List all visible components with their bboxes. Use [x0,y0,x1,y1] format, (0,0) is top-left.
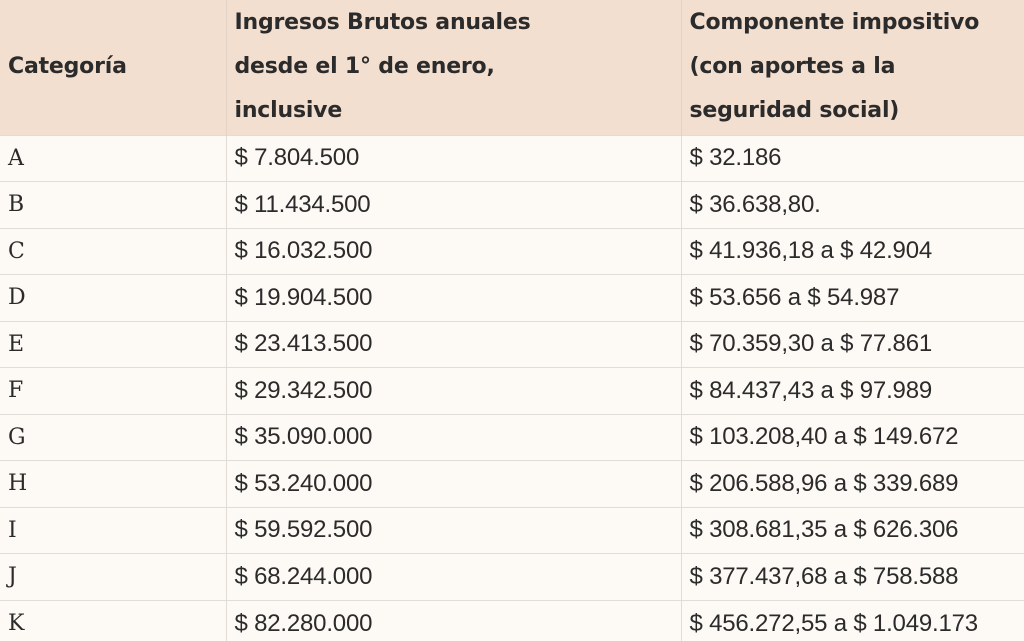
cell-componente: $ 70.359,30 a $ 77.861 [681,320,1024,368]
cell-categoria: I [0,506,227,554]
cell-componente: $ 456.272,55 a $ 1.049.173 [681,599,1024,641]
table-row: F $ 29.342.500 $ 84.437,43 a $ 97.989 [0,367,1024,414]
table-row: D $ 19.904.500 $ 53.656 a $ 54.987 [0,274,1024,321]
cell-categoria: F [0,367,227,414]
cell-ingresos: $ 7.804.500 [226,134,682,182]
cell-ingresos: $ 35.090.000 [226,413,682,461]
cell-categoria: D [0,274,227,321]
cell-categoria: J [0,553,227,600]
cell-categoria: E [0,320,227,368]
cell-ingresos: $ 11.434.500 [226,181,682,228]
cell-ingresos: $ 23.413.500 [226,320,682,368]
cell-categoria: C [0,227,227,275]
cell-categoria: B [0,181,227,228]
table-header: Categoría Ingresos Brutos anuales desde … [0,0,1024,135]
cell-componente: $ 84.437,43 a $ 97.989 [681,367,1024,414]
header-ingresos-brutos: Ingresos Brutos anuales desde el 1° de e… [226,0,682,135]
cell-ingresos: $ 68.244.000 [226,553,682,600]
table-row: K $ 82.280.000 $ 456.272,55 a $ 1.049.173 [0,599,1024,641]
cell-componente: $ 103.208,40 a $ 149.672 [681,413,1024,461]
header-categoria: Categoría [0,0,227,135]
cell-categoria: H [0,460,227,507]
table-row: J $ 68.244.000 $ 377.437,68 a $ 758.588 [0,553,1024,600]
cell-componente: $ 206.588,96 a $ 339.689 [681,460,1024,507]
cell-ingresos: $ 29.342.500 [226,367,682,414]
table-row: G $ 35.090.000 $ 103.208,40 a $ 149.672 [0,413,1024,461]
cell-ingresos: $ 59.592.500 [226,506,682,554]
cell-componente: $ 32.186 [681,134,1024,182]
cell-ingresos: $ 82.280.000 [226,599,682,641]
cell-categoria: K [0,599,227,641]
table-row: E $ 23.413.500 $ 70.359,30 a $ 77.861 [0,320,1024,368]
header-row: Categoría Ingresos Brutos anuales desde … [0,0,1024,135]
table-row: C $ 16.032.500 $ 41.936,18 a $ 42.904 [0,227,1024,275]
cell-componente: $ 377.437,68 a $ 758.588 [681,553,1024,600]
table-row: B $ 11.434.500 $ 36.638,80. [0,181,1024,228]
cell-categoria: A [0,134,227,182]
table-row: I $ 59.592.500 $ 308.681,35 a $ 626.306 [0,506,1024,554]
cell-componente: $ 36.638,80. [681,181,1024,228]
cell-componente: $ 308.681,35 a $ 626.306 [681,506,1024,554]
cell-componente: $ 41.936,18 a $ 42.904 [681,227,1024,275]
table-row: H $ 53.240.000 $ 206.588,96 a $ 339.689 [0,460,1024,507]
cell-categoria: G [0,413,227,461]
header-componente-impositivo: Componente impositivo (con aportes a la … [681,0,1024,135]
cell-ingresos: $ 19.904.500 [226,274,682,321]
cell-componente: $ 53.656 a $ 54.987 [681,274,1024,321]
cell-ingresos: $ 16.032.500 [226,227,682,275]
table-row: A $ 7.804.500 $ 32.186 [0,134,1024,182]
table-body: A $ 7.804.500 $ 32.186 B $ 11.434.500 $ 36.6… [0,134,1024,641]
cell-ingresos: $ 53.240.000 [226,460,682,507]
